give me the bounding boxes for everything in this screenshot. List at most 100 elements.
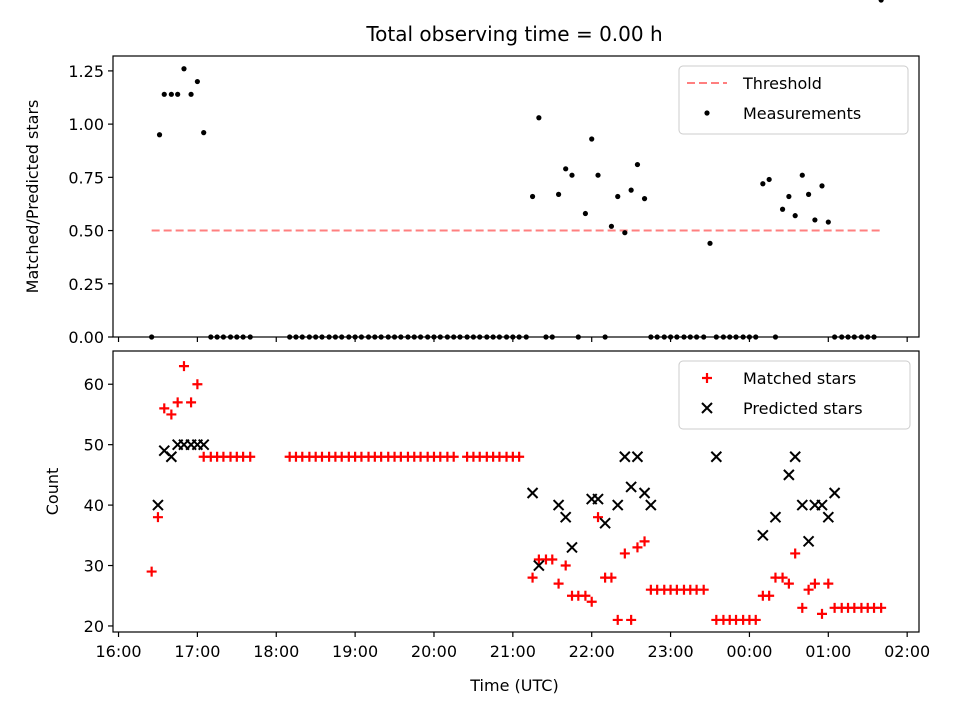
measurement-point	[799, 172, 805, 178]
top-y-tick-label: 0.75	[68, 168, 104, 187]
matched-star-point	[159, 403, 170, 414]
bottom-plot-frame	[112, 350, 920, 633]
predicted-star-point	[197, 438, 210, 451]
predicted-star-point	[796, 499, 808, 511]
bottom-legend-box	[678, 360, 911, 430]
chart-title: Total observing time = 0.00 h	[365, 22, 662, 46]
matched-star-point	[790, 548, 801, 559]
measurement-point	[589, 136, 595, 142]
predicted-star-point	[625, 481, 637, 493]
measurement-point	[628, 187, 634, 193]
x-tick-label: 23:00	[648, 642, 694, 661]
matched-star-point	[606, 572, 617, 583]
bottom-y-tick-label: 50	[84, 436, 104, 455]
top-y-axis-label: Matched/Predicted stars	[23, 100, 42, 294]
x-tick-label: 02:00	[884, 642, 930, 661]
matched-star-point	[816, 608, 827, 619]
predicted-star-point	[619, 451, 631, 463]
legend-label: Measurements	[743, 104, 861, 123]
x-tick-label: 20:00	[411, 642, 457, 661]
top-y-tick-label: 1.00	[68, 115, 104, 134]
measurement-point	[622, 230, 628, 236]
predicted-star-point	[526, 487, 539, 499]
bottom-y-axis-label: Count	[43, 468, 62, 516]
top-y-tick-label: 0.25	[68, 275, 104, 294]
predicted-star-point	[631, 451, 644, 463]
predicted-star-point	[533, 559, 545, 572]
top-y-tick-label: 1.25	[68, 62, 104, 81]
measurement-point	[188, 91, 194, 97]
top-y-tick-label: 0.00	[68, 328, 104, 347]
x-tick-label: 17:00	[174, 642, 220, 661]
measurement-point	[555, 191, 562, 197]
matched-star-point	[152, 512, 163, 523]
predicted-star-point	[828, 487, 841, 499]
legend-x-swatch	[701, 402, 713, 414]
measurement-point	[194, 78, 200, 85]
measurement-point	[608, 223, 615, 229]
measurement-point	[819, 183, 825, 189]
legend-plus-swatch	[702, 373, 712, 383]
x-tick-label: 19:00	[332, 642, 378, 661]
matched-star-point	[876, 602, 887, 613]
x-tick-label: 00:00	[726, 642, 772, 661]
x-tick-label: 21:00	[490, 642, 536, 661]
matched-star-point	[527, 572, 538, 583]
matched-star-point	[797, 602, 808, 613]
x-tick-label: 01:00	[805, 642, 851, 661]
top-legend-box	[678, 65, 909, 135]
bottom-series	[152, 438, 841, 572]
measurement-point	[181, 66, 187, 72]
measurement-point	[563, 166, 569, 172]
predicted-star-point	[638, 487, 651, 499]
matched-star-point	[166, 409, 177, 420]
measurement-point	[641, 196, 648, 202]
bottom-y-tick-label: 40	[84, 496, 104, 515]
matched-star-point	[178, 361, 189, 372]
predicted-star-point	[822, 511, 835, 523]
measurement-point	[615, 193, 621, 200]
predicted-star-point	[566, 541, 578, 554]
predicted-star-point	[552, 499, 565, 511]
matched-star-point	[560, 560, 571, 571]
measurement-point	[760, 181, 766, 187]
measurement-point	[175, 91, 181, 97]
measurement-point	[201, 130, 207, 136]
x-axis-label: Time (UTC)	[469, 676, 558, 695]
matched-star-point	[612, 614, 623, 625]
predicted-star-point	[165, 451, 178, 463]
x-tick-label: 22:00	[569, 642, 615, 661]
measurement-point	[536, 115, 542, 121]
matched-star-point	[586, 596, 597, 607]
top-plot-frame	[112, 55, 920, 338]
predicted-star-point	[802, 535, 815, 548]
legend-label: Matched stars	[743, 369, 856, 388]
predicted-star-point	[592, 493, 604, 505]
matched-star-point	[632, 542, 643, 553]
matched-star-point	[547, 554, 558, 565]
matched-star-point	[639, 536, 650, 547]
matched-star-point	[245, 451, 256, 462]
predicted-star-point	[783, 469, 795, 481]
matched-star-point	[580, 590, 591, 601]
predicted-star-point	[152, 499, 164, 511]
matched-star-point	[823, 578, 834, 589]
legend-label: Threshold	[742, 74, 822, 93]
matched-star-point	[192, 379, 203, 390]
measurement-point	[582, 210, 589, 217]
top-panel: 0.00 0.25 0.50 0.75 1.00 1.25 Matched/Predicte…	[23, 0, 920, 347]
bottom-y-tick-label: 20	[84, 617, 104, 636]
predicted-star-point	[789, 451, 801, 463]
measurement-point	[779, 206, 786, 212]
measurement-point	[707, 240, 713, 246]
predicted-star-point	[645, 499, 657, 511]
measurement-point	[786, 193, 792, 200]
legend-label: Predicted stars	[743, 399, 863, 418]
predicted-star-point	[769, 511, 782, 523]
matched-star-point	[783, 578, 794, 589]
measurement-point	[792, 213, 798, 219]
top-y-tick-label: 0.50	[68, 222, 104, 241]
measurement-point	[529, 193, 536, 200]
measurement-point	[805, 191, 812, 197]
